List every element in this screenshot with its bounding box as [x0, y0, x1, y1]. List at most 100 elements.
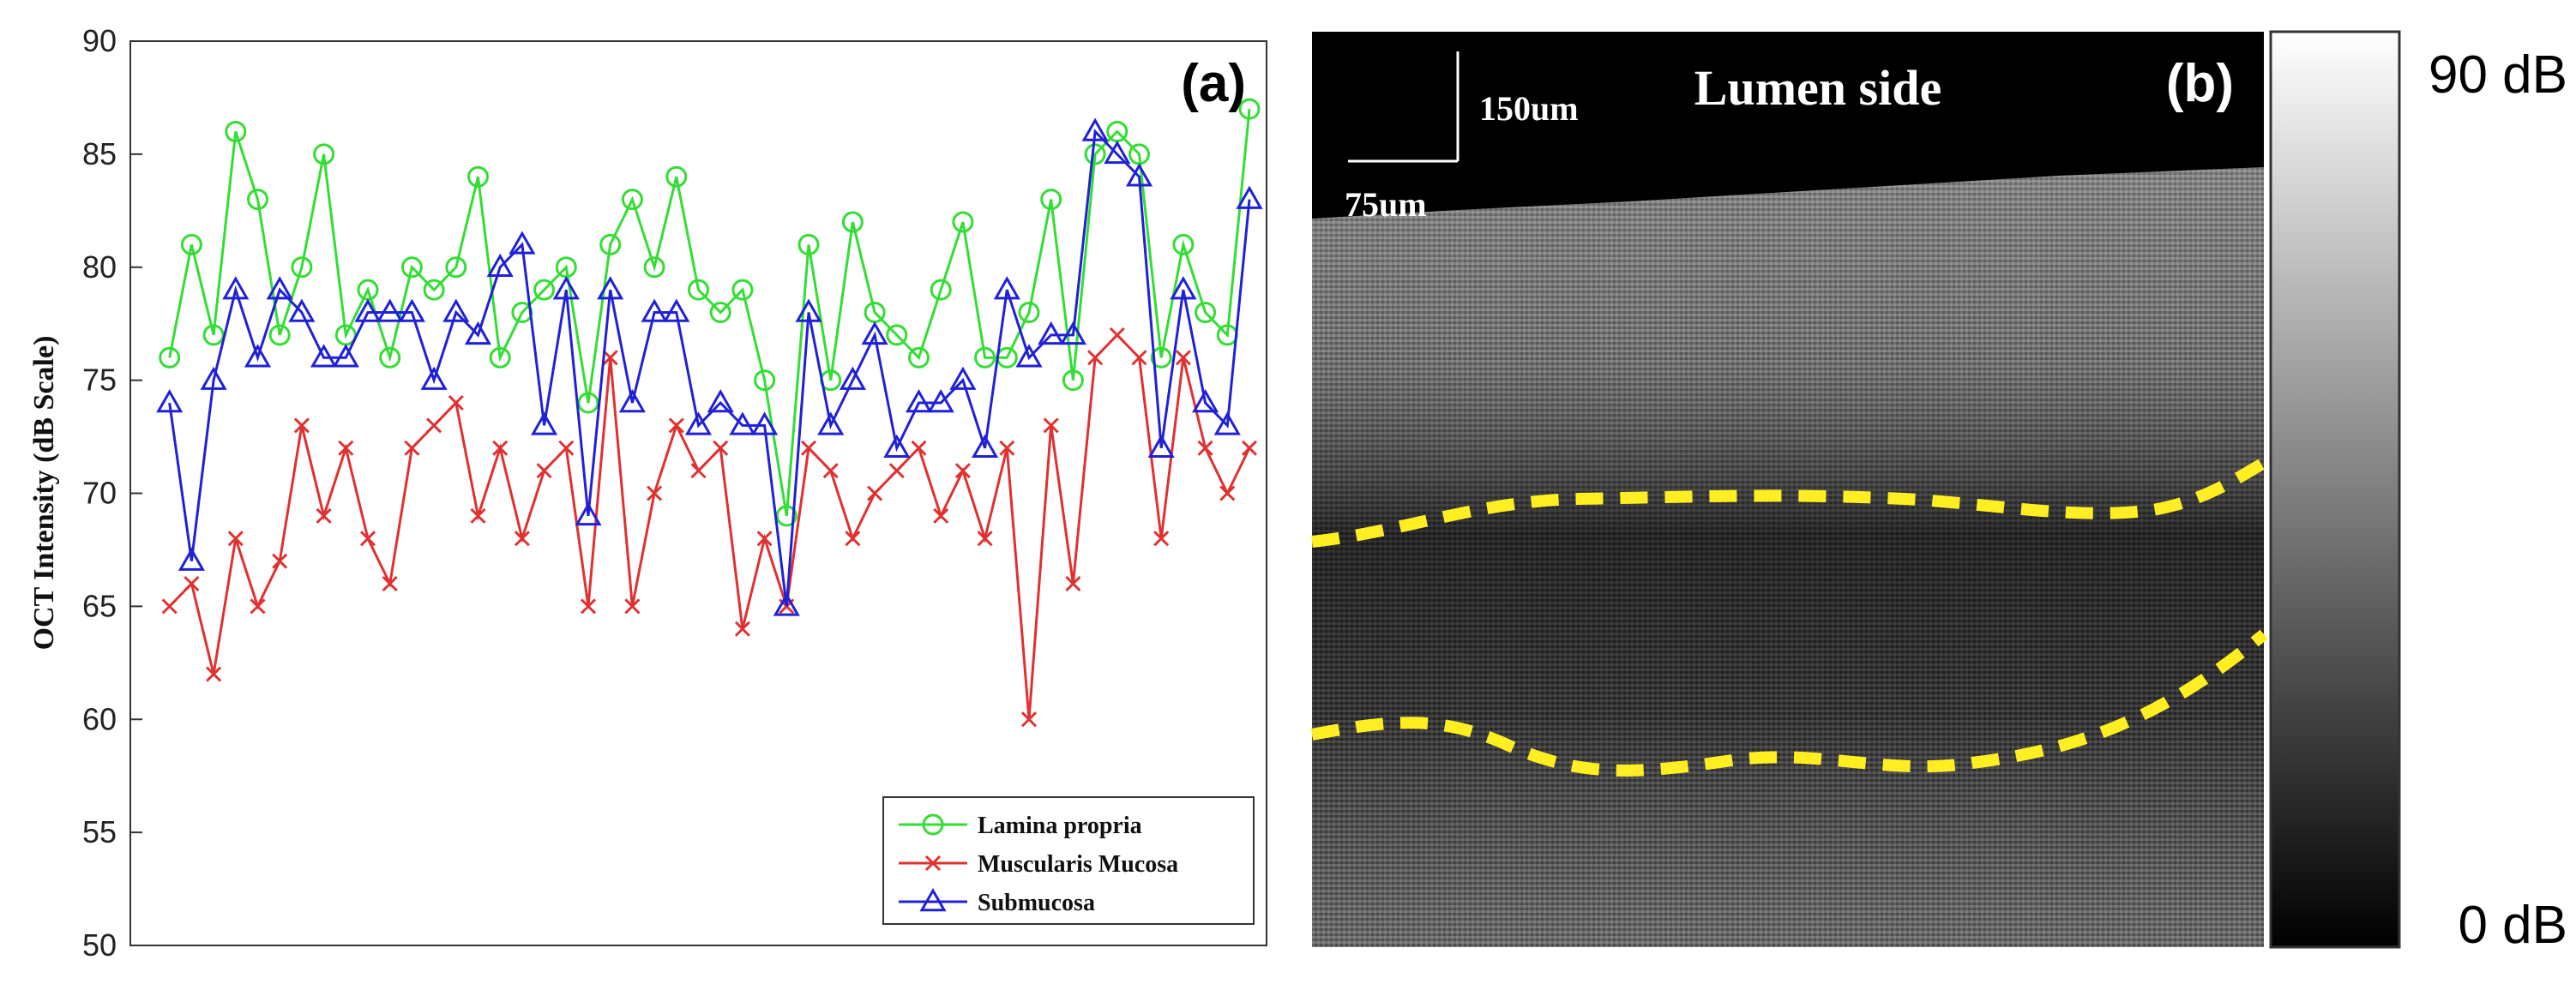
- data-point: [731, 279, 754, 301]
- legend-label: Submucosa: [978, 890, 1095, 916]
- y-tick-label: 65: [82, 588, 117, 623]
- data-point: [575, 501, 602, 526]
- data-point: [665, 165, 688, 188]
- data-point: [993, 276, 1020, 300]
- legend-label: Muscularis Mucosa: [978, 851, 1178, 878]
- data-point: [492, 440, 509, 456]
- data-point: [734, 621, 750, 637]
- y-tick-label: 80: [82, 249, 117, 285]
- data-point: [313, 143, 335, 165]
- data-point: [376, 298, 404, 322]
- data-point: [404, 440, 420, 456]
- data-point: [244, 344, 272, 368]
- data-point: [268, 324, 291, 346]
- data-point: [291, 256, 313, 279]
- data-point: [489, 346, 511, 369]
- boundary-lower: [1310, 629, 2268, 777]
- data-point: [247, 189, 268, 211]
- data-point: [1195, 302, 1217, 323]
- data-point: [773, 592, 800, 616]
- data-point: [379, 346, 401, 369]
- panel-a-label: (a): [1181, 54, 1246, 113]
- data-point: [621, 189, 643, 211]
- data-point: [250, 598, 266, 615]
- data-point: [999, 440, 1015, 456]
- data-point: [974, 346, 996, 369]
- data-point: [1236, 185, 1263, 209]
- data-point: [930, 279, 952, 301]
- data-point: [1084, 143, 1106, 165]
- data-point: [908, 346, 930, 369]
- data-point: [533, 279, 556, 301]
- data-point: [800, 440, 817, 456]
- panel-b-label: (b): [2166, 54, 2234, 113]
- data-point: [580, 598, 597, 615]
- data-point: [1018, 302, 1040, 323]
- data-point: [933, 507, 949, 524]
- data-point: [1192, 388, 1219, 413]
- data-point: [822, 463, 839, 479]
- legend: Lamina propria Muscularis Mucosa Submucosa: [882, 796, 1255, 925]
- data-point: [178, 547, 205, 571]
- data-point: [225, 121, 247, 142]
- data-point: [729, 411, 756, 435]
- data-point: [202, 324, 225, 346]
- y-tick-label: 60: [82, 701, 117, 736]
- data-point: [690, 463, 707, 479]
- data-point: [1038, 321, 1065, 345]
- data-point: [709, 302, 731, 323]
- data-point: [602, 350, 618, 366]
- data-point: [470, 507, 486, 524]
- y-axis-label: OCT Intensity (dB Scale): [28, 336, 60, 651]
- scale-label-horizontal: 75um: [1345, 185, 1427, 224]
- legend-label: Lamina propria: [978, 813, 1142, 839]
- data-point: [161, 598, 178, 615]
- data-point: [1213, 411, 1241, 435]
- data-point: [445, 256, 467, 279]
- data-point: [293, 417, 310, 434]
- series-muscularis-mucosa: [161, 327, 1258, 728]
- data-point: [775, 505, 797, 527]
- data-point: [1131, 350, 1147, 366]
- data-point: [1219, 485, 1236, 501]
- data-point: [888, 463, 905, 479]
- data-point: [641, 298, 668, 322]
- data-point: [200, 366, 227, 390]
- data-point: [531, 411, 558, 435]
- legend-entry: Muscularis Mucosa: [899, 851, 1178, 878]
- data-point: [1081, 117, 1109, 141]
- legend-swatch-marker: [924, 855, 942, 872]
- data-point: [952, 211, 974, 233]
- data-point: [467, 165, 489, 188]
- data-point: [509, 231, 536, 255]
- y-axis: 50 55 60 65 70 75 80 85 90: [82, 23, 142, 963]
- data-point: [536, 463, 552, 479]
- data-point: [359, 531, 376, 547]
- data-point: [184, 575, 200, 592]
- data-point: [398, 298, 425, 322]
- data-point: [668, 417, 684, 434]
- data-point: [423, 279, 445, 301]
- data-point: [316, 507, 332, 524]
- data-point: [354, 298, 382, 322]
- data-point: [486, 253, 514, 277]
- scale-label-vertical: 150um: [1479, 89, 1579, 128]
- data-point: [552, 276, 580, 300]
- data-point: [647, 485, 663, 501]
- y-tick-label: 75: [82, 363, 117, 398]
- data-point: [222, 276, 250, 300]
- data-point: [861, 321, 888, 345]
- y-tick-label: 55: [82, 814, 117, 849]
- data-point: [227, 531, 244, 547]
- data-point: [206, 666, 222, 682]
- data-point: [1125, 163, 1153, 187]
- y-tick-label: 85: [82, 136, 117, 171]
- data-point: [1065, 575, 1081, 592]
- data-point: [1147, 434, 1175, 458]
- data-point: [577, 392, 599, 414]
- data-point: [156, 388, 184, 413]
- series-lamina-propria: [159, 98, 1261, 527]
- data-point: [1175, 350, 1191, 366]
- boundary-upper: [1311, 457, 2267, 548]
- colorbar: [2269, 30, 2401, 949]
